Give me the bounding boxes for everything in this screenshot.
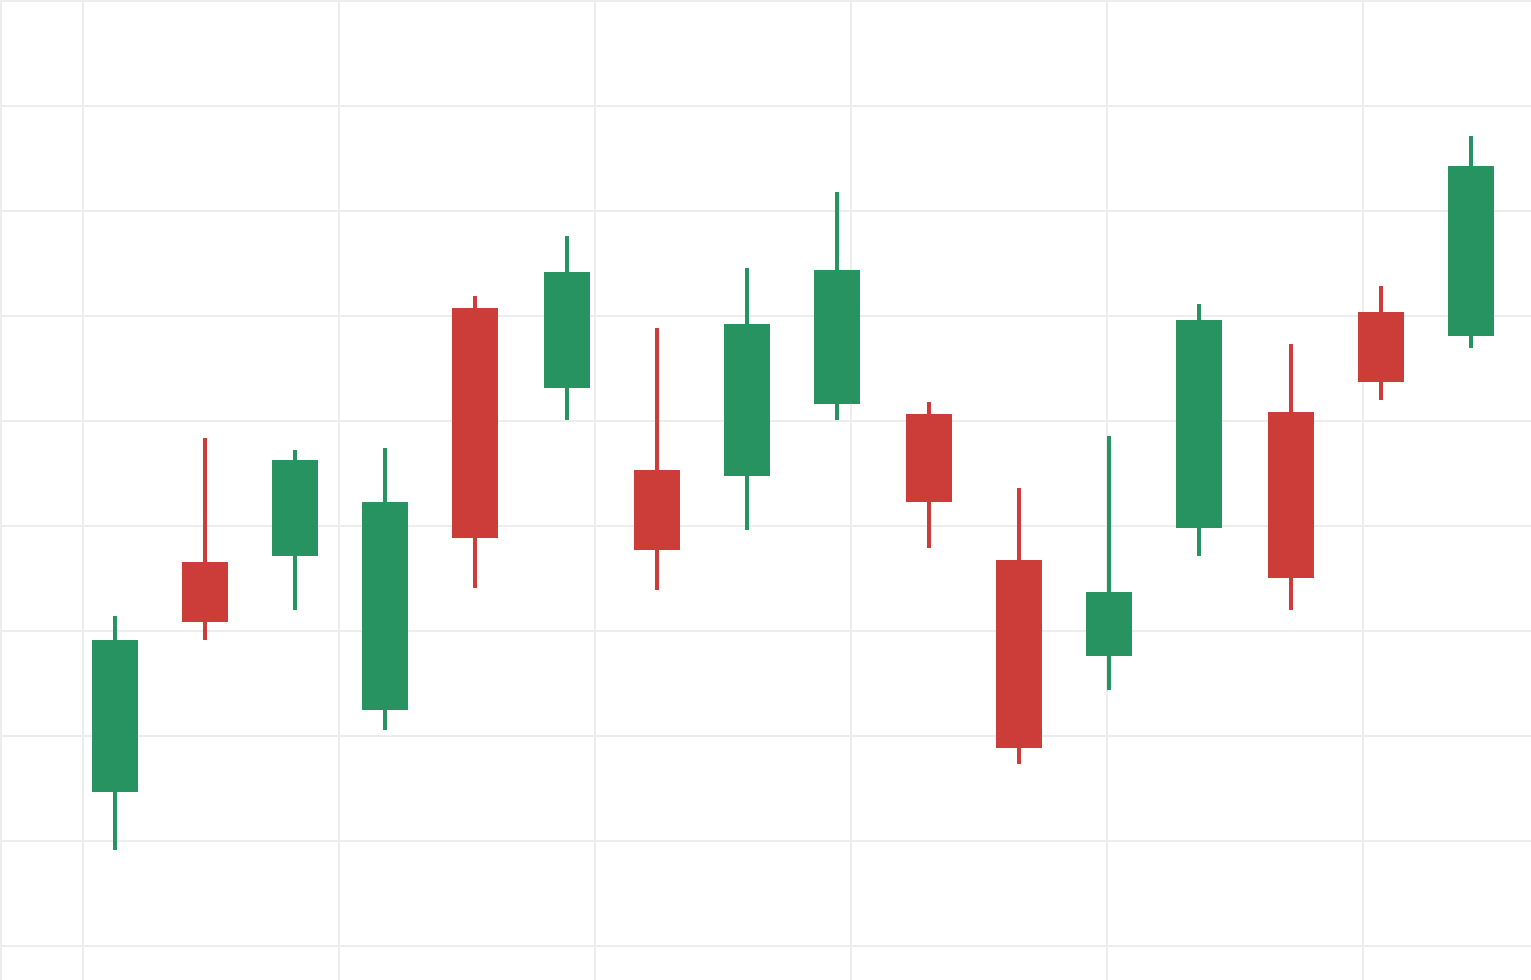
grid-line-vertical bbox=[0, 0, 2, 980]
candle-6 bbox=[634, 0, 680, 980]
candle-body bbox=[634, 470, 680, 550]
candle-wick bbox=[655, 328, 659, 590]
candle-body bbox=[182, 562, 228, 622]
candle-14 bbox=[1358, 0, 1404, 980]
candle-body bbox=[1176, 320, 1222, 528]
grid-line-vertical bbox=[82, 0, 84, 980]
candle-body bbox=[1358, 312, 1404, 382]
candle-body bbox=[452, 308, 498, 538]
candle-body bbox=[1086, 592, 1132, 656]
grid-line-vertical bbox=[594, 0, 596, 980]
candle-7 bbox=[724, 0, 770, 980]
candle-11 bbox=[1086, 0, 1132, 980]
candle-2 bbox=[272, 0, 318, 980]
candle-body bbox=[906, 414, 952, 502]
candle-body bbox=[272, 460, 318, 556]
candle-12 bbox=[1176, 0, 1222, 980]
candle-15 bbox=[1448, 0, 1494, 980]
candle-9 bbox=[906, 0, 952, 980]
candle-body bbox=[996, 560, 1042, 748]
candle-5 bbox=[544, 0, 590, 980]
candle-body bbox=[544, 272, 590, 388]
candle-body bbox=[362, 502, 408, 710]
candle-8 bbox=[814, 0, 860, 980]
candle-0 bbox=[92, 0, 138, 980]
grid-line-vertical bbox=[338, 0, 340, 980]
candle-13 bbox=[1268, 0, 1314, 980]
candle-1 bbox=[182, 0, 228, 980]
candle-3 bbox=[362, 0, 408, 980]
candle-10 bbox=[996, 0, 1042, 980]
candle-body bbox=[724, 324, 770, 476]
candle-4 bbox=[452, 0, 498, 980]
candlestick-chart bbox=[0, 0, 1531, 980]
candle-body bbox=[814, 270, 860, 404]
candle-body bbox=[1448, 166, 1494, 336]
candle-body bbox=[1268, 412, 1314, 578]
candle-body bbox=[92, 640, 138, 792]
